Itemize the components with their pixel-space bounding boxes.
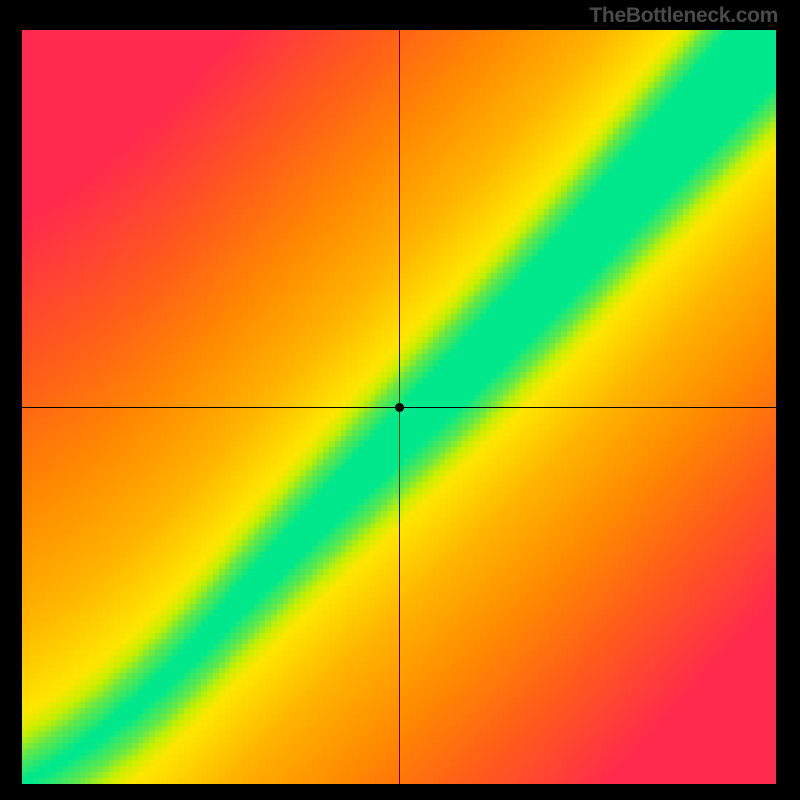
watermark-text: TheBottleneck.com	[589, 4, 778, 28]
crosshair-marker-dot	[395, 403, 404, 412]
